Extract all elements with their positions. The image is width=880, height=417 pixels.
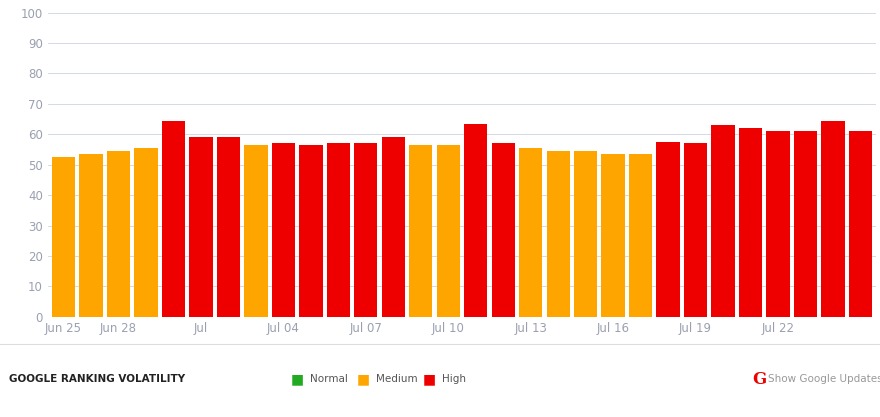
Bar [656, 142, 679, 317]
Bar [849, 131, 872, 317]
Bar [492, 143, 515, 317]
Text: Normal: Normal [310, 374, 348, 384]
Bar [546, 151, 570, 317]
Bar [794, 131, 818, 317]
Bar [382, 137, 405, 317]
Bar [162, 121, 185, 317]
Bar [464, 123, 488, 317]
Bar [821, 121, 845, 317]
Bar [272, 143, 295, 317]
Bar [354, 143, 378, 317]
Bar [519, 148, 542, 317]
Text: ■: ■ [422, 372, 436, 387]
Bar [79, 154, 103, 317]
Bar [574, 151, 598, 317]
Text: Medium: Medium [376, 374, 417, 384]
Text: Show Google Updates: Show Google Updates [768, 374, 880, 384]
Text: ■: ■ [356, 372, 370, 387]
Text: ■: ■ [290, 372, 304, 387]
Bar [684, 143, 708, 317]
Bar [711, 125, 735, 317]
Bar [299, 145, 323, 317]
Bar [245, 145, 268, 317]
Bar [106, 151, 130, 317]
Bar [216, 137, 240, 317]
Bar [326, 143, 350, 317]
Bar [629, 154, 652, 317]
Bar [135, 148, 158, 317]
Bar [189, 137, 213, 317]
Text: GOOGLE RANKING VOLATILITY: GOOGLE RANKING VOLATILITY [9, 374, 185, 384]
Bar [436, 145, 460, 317]
Bar [52, 157, 75, 317]
Bar [739, 128, 762, 317]
Text: High: High [442, 374, 466, 384]
Bar [766, 131, 789, 317]
Text: G: G [752, 371, 766, 388]
Bar [409, 145, 432, 317]
Bar [601, 154, 625, 317]
